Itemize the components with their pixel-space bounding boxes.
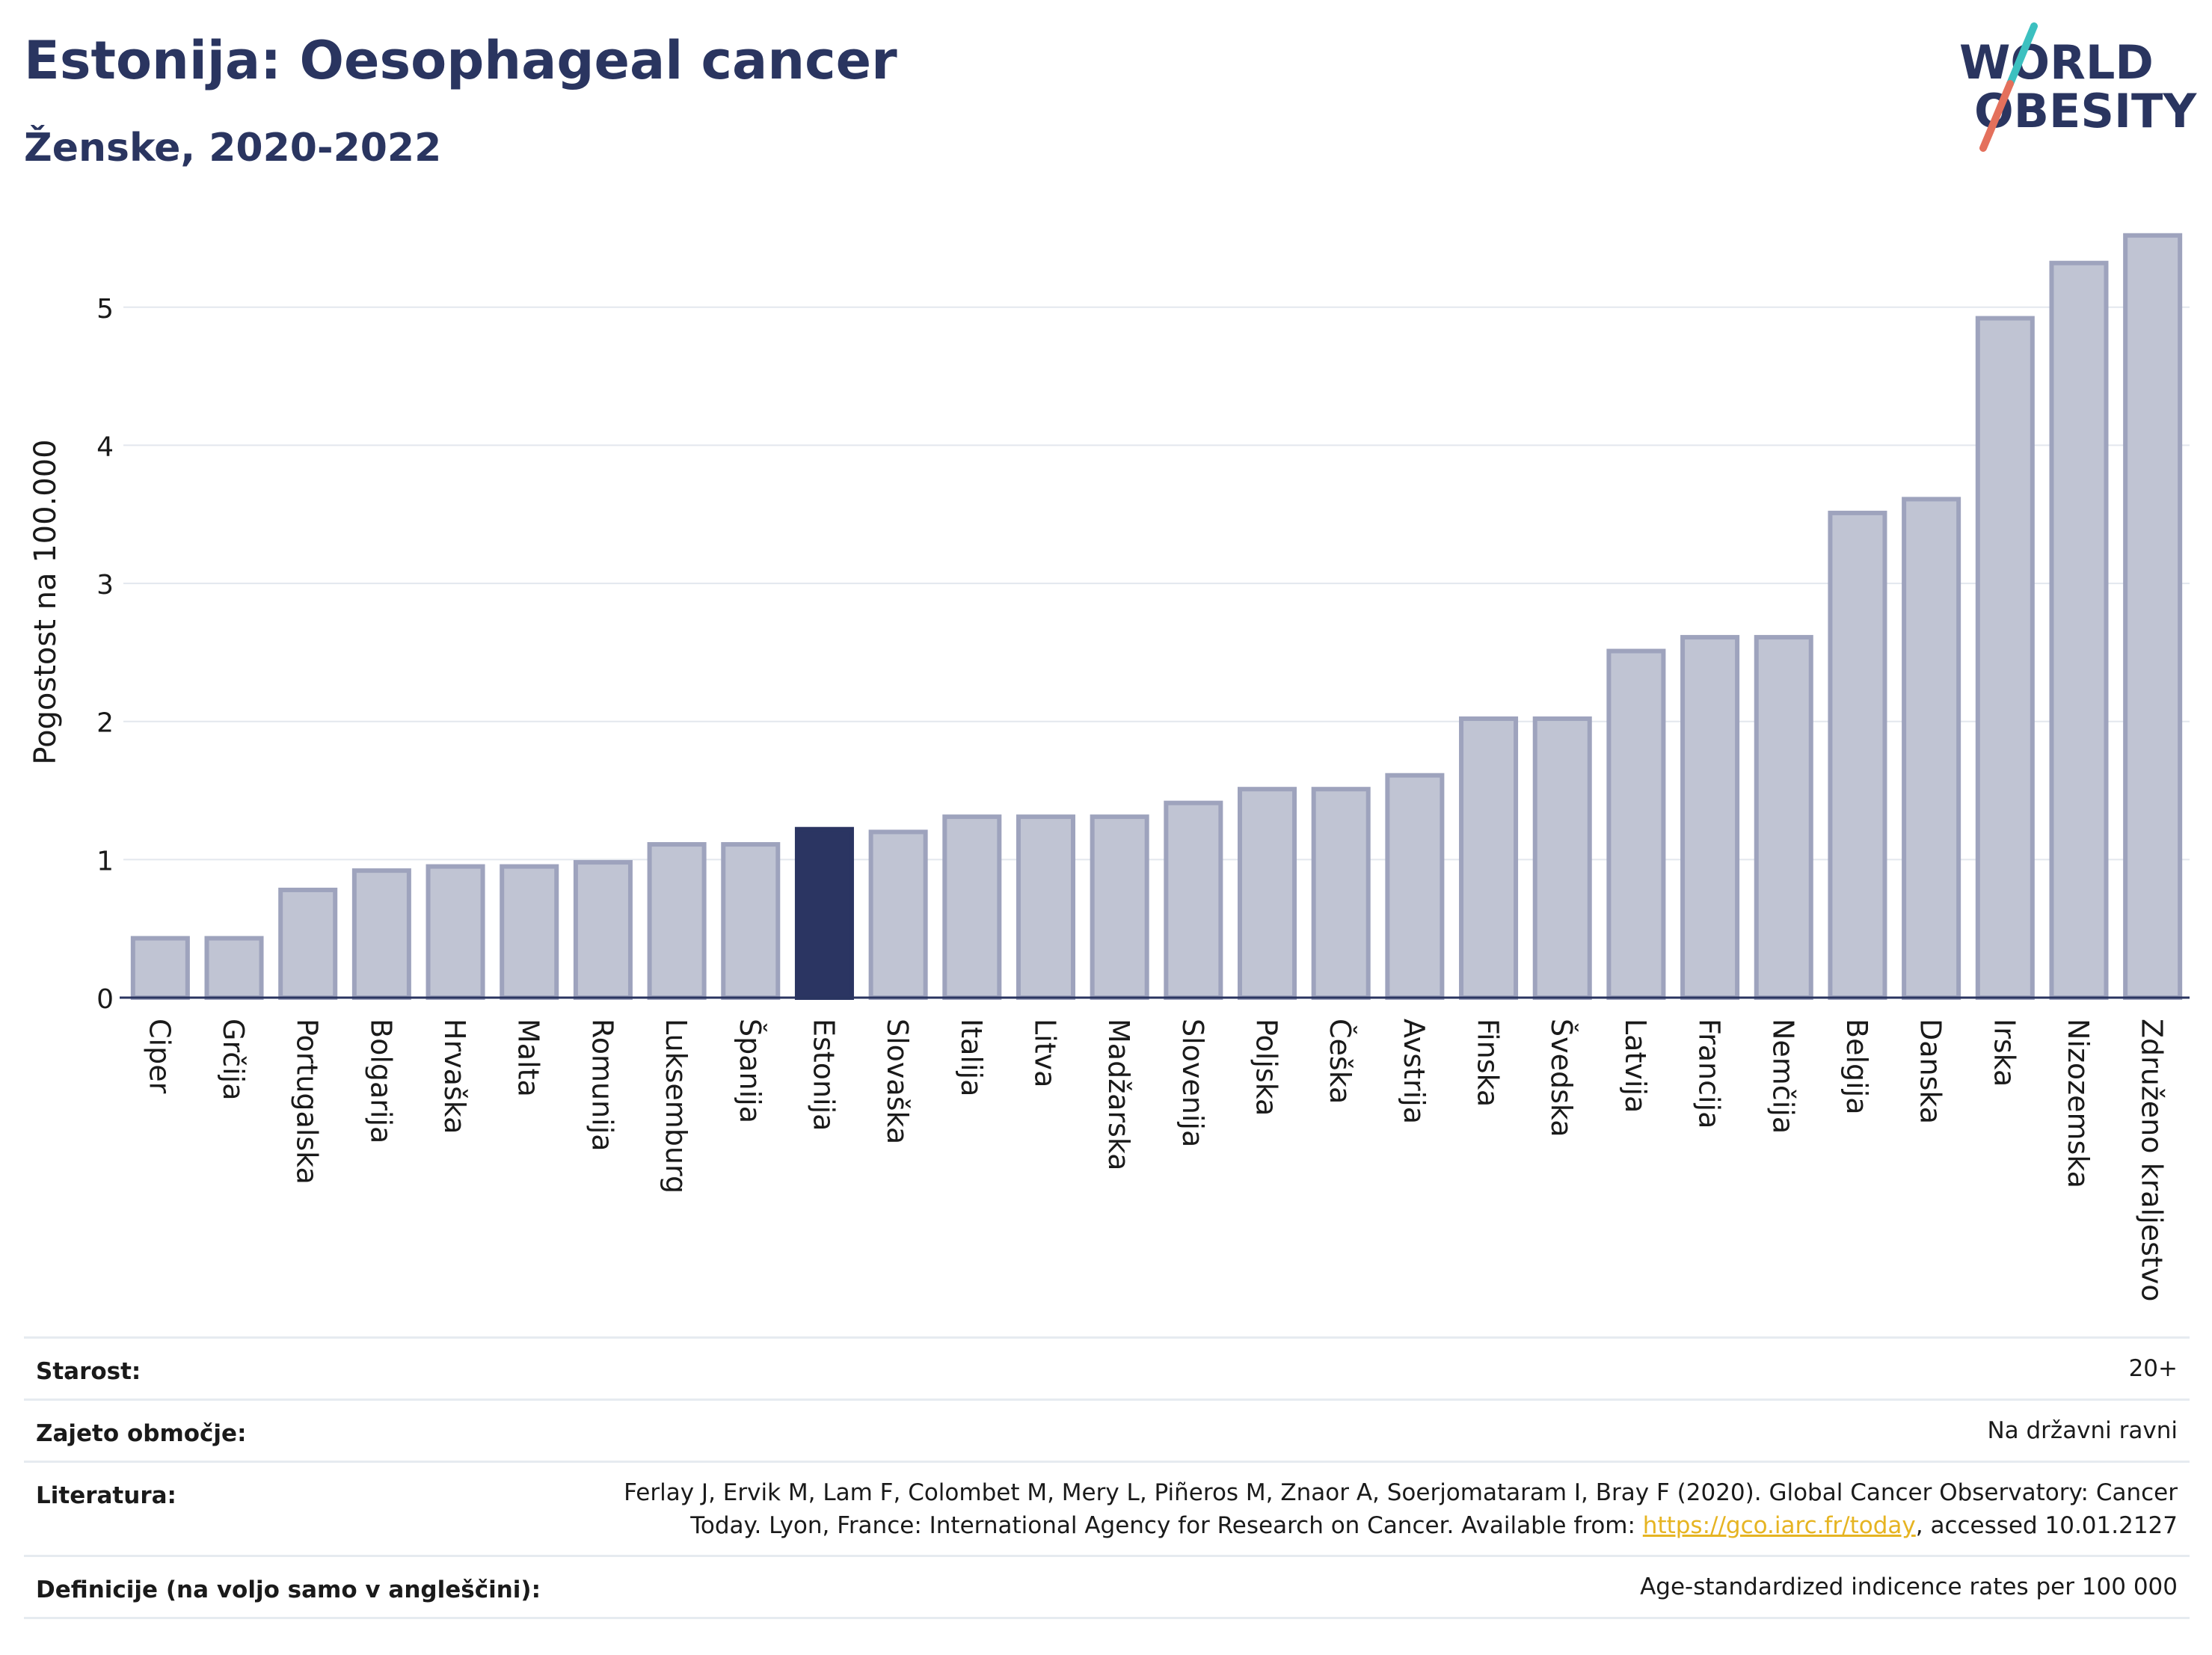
x-tick-label-Danska: Danska <box>1914 1019 1947 1124</box>
logo-text-world: WORLD <box>1959 35 2154 90</box>
y-tick-label-2: 2 <box>96 708 114 739</box>
info-label-coverage: Zajeto območje: <box>36 1420 247 1447</box>
y-tick-label-3: 3 <box>96 570 114 601</box>
x-tick-label-Slovenija: Slovenija <box>1176 1019 1209 1147</box>
x-tick-label-Združeno kraljestvo: Združeno kraljestvo <box>2136 1019 2169 1301</box>
bar-Češka <box>1311 787 1371 1001</box>
chart-title: Estonija: Oesophageal cancer <box>24 30 897 91</box>
y-tick-label-4: 4 <box>96 432 114 462</box>
bar-Nizozemska <box>2049 260 2109 1000</box>
bar-Malta <box>500 864 559 1000</box>
literature-line2: Today. Lyon, France: International Agenc… <box>624 1509 2178 1542</box>
bar-Združeno kraljestvo <box>2123 233 2183 1000</box>
bar-Latvija <box>1606 648 1666 1001</box>
bar-chart: 0 1 2 3 4 5 Ciper Grčija Portugalska Bolgarija Hr… <box>28 233 2190 1301</box>
bar-Estonija <box>794 826 854 1000</box>
x-tick-label-Italija: Italija <box>955 1019 988 1096</box>
world-obesity-logo: WORLD OBESITY <box>1959 22 2197 152</box>
bar-Italija <box>942 814 1002 1000</box>
x-tick-label-Španija: Španija <box>734 1019 766 1123</box>
x-tick-label-Malta: Malta <box>512 1019 545 1097</box>
x-tick-label-Luksemburg: Luksemburg <box>660 1019 692 1194</box>
info-row-definitions: Definicije (na voljo samo v angleščini):… <box>24 1555 2190 1619</box>
logo-text-obesity: OBESITY <box>1974 84 2197 138</box>
bar-Poljska <box>1238 787 1297 1001</box>
logo-slash-bottom <box>1979 80 2014 152</box>
y-tick-label-5: 5 <box>96 294 114 325</box>
info-row-coverage: Zajeto območje: Na državni ravni <box>24 1398 2190 1461</box>
bar-Madžarska <box>1090 814 1149 1000</box>
bar-Ciper <box>130 936 190 1000</box>
y-tick-label-1: 1 <box>96 846 114 876</box>
bar-Portugalska <box>278 887 338 1000</box>
bar-Bolgarija <box>351 868 411 1000</box>
bar-Danska <box>1902 497 1961 1000</box>
info-label-definitions: Definicije (na voljo samo v angleščini): <box>36 1576 541 1603</box>
x-tick-label-Hrvaška: Hrvaška <box>438 1019 471 1134</box>
info-value-literature: Ferlay J, Ervik M, Lam F, Colombet M, Me… <box>624 1476 2178 1542</box>
x-tick-label-Romunija: Romunija <box>586 1019 618 1152</box>
x-tick-label-Avstrija: Avstrija <box>1398 1019 1431 1124</box>
bar-Španija <box>721 842 781 1000</box>
info-table: Starost: 20+ Zajeto območje: Na državni … <box>24 1336 2190 1619</box>
x-tick-label-Nemčija: Nemčija <box>1766 1019 1799 1134</box>
x-tick-label-Švedska: Švedska <box>1545 1019 1578 1137</box>
literature-line1: Ferlay J, Ervik M, Lam F, Colombet M, Me… <box>624 1479 2178 1506</box>
info-label-literature: Literatura: <box>36 1482 176 1509</box>
x-tick-label-Estonija: Estonija <box>807 1019 840 1131</box>
literature-line2-post: , accessed 10.01.2127 <box>1915 1512 2178 1539</box>
bar-Grčija <box>204 936 264 1000</box>
x-tick-label-Češka: Češka <box>1324 1019 1357 1104</box>
y-tick-label-0: 0 <box>96 984 114 1015</box>
bar-Francija <box>1680 635 1740 1000</box>
bar-layer <box>130 233 2183 1001</box>
bar-Nemčija <box>1754 635 1813 1000</box>
bar-Irska <box>1975 316 2035 1000</box>
bar-Slovenija <box>1164 800 1223 1000</box>
x-tick-label-Litva: Litva <box>1028 1019 1061 1087</box>
x-tick-label-Slovaška: Slovaška <box>881 1019 914 1144</box>
bar-Švedska <box>1532 716 1592 1000</box>
bar-Belgija <box>1828 510 1887 1000</box>
literature-link[interactable]: https://gco.iarc.fr/today <box>1642 1512 1916 1539</box>
y-axis-label: Pogostost na 100.000 <box>28 439 63 764</box>
logo-slash-top <box>2006 22 2038 87</box>
info-value-coverage: Na državni ravni <box>1987 1417 2178 1444</box>
x-tick-label-Grčija: Grčija <box>217 1019 250 1101</box>
x-tick-label-Irska: Irska <box>1988 1019 2021 1087</box>
x-tick-label-Latvija: Latvija <box>1619 1019 1652 1113</box>
bar-Slovaška <box>868 829 928 1001</box>
bar-Romunija <box>573 860 633 1001</box>
x-tick-label-Bolgarija: Bolgarija <box>364 1019 397 1143</box>
x-tick-label-Madžarska: Madžarska <box>1102 1019 1135 1170</box>
x-tick-label-Francija: Francija <box>1693 1019 1726 1129</box>
bar-Luksemburg <box>647 842 707 1000</box>
bar-Avstrija <box>1385 773 1445 1000</box>
y-tick-layer: 0 1 2 3 4 5 <box>96 294 114 1015</box>
info-row-age: Starost: 20+ <box>24 1336 2190 1398</box>
x-tick-label-Portugalska: Portugalska <box>291 1019 324 1185</box>
info-value-definitions: Age-standardized indicence rates per 100… <box>1640 1573 2178 1600</box>
x-label-layer: Ciper Grčija Portugalska Bolgarija Hrvaška Ma… <box>143 1019 2168 1301</box>
x-tick-label-Nizozemska: Nizozemska <box>2062 1019 2095 1188</box>
info-label-age: Starost: <box>36 1358 141 1385</box>
x-tick-label-Poljska: Poljska <box>1250 1019 1283 1116</box>
info-value-age: 20+ <box>2128 1355 2178 1382</box>
bar-Hrvaška <box>425 864 485 1000</box>
x-tick-label-Belgija: Belgija <box>1840 1019 1873 1115</box>
info-row-literature: Literatura: Ferlay J, Ervik M, Lam F, Co… <box>24 1461 2190 1555</box>
bar-Finska <box>1459 716 1519 1000</box>
literature-line2-pre: Today. Lyon, France: International Agenc… <box>690 1512 1643 1539</box>
chart-subtitle: Ženske, 2020-2022 <box>24 126 442 171</box>
x-tick-label-Ciper: Ciper <box>143 1019 176 1094</box>
bar-Litva <box>1016 814 1075 1000</box>
x-tick-label-Finska: Finska <box>1472 1019 1505 1107</box>
